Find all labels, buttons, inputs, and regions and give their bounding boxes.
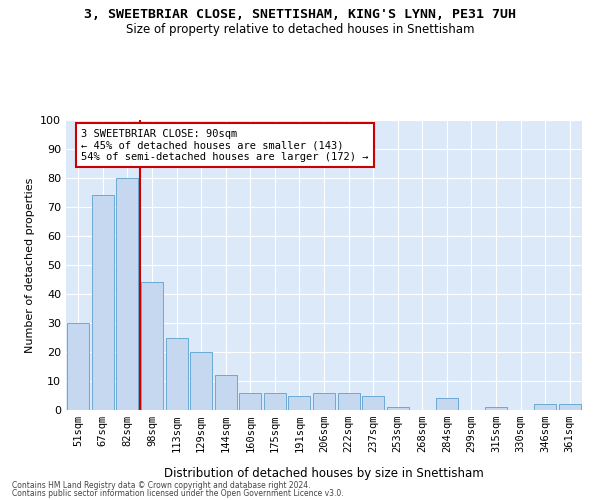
Bar [362,396,384,410]
Bar [215,375,237,410]
Bar [92,196,114,410]
Bar [141,282,163,410]
Bar [264,392,286,410]
Bar [313,392,335,410]
Text: 3, SWEETBRIAR CLOSE, SNETTISHAM, KING'S LYNN, PE31 7UH: 3, SWEETBRIAR CLOSE, SNETTISHAM, KING'S … [84,8,516,20]
Bar [239,392,262,410]
Bar [338,392,359,410]
Text: Contains HM Land Registry data © Crown copyright and database right 2024.: Contains HM Land Registry data © Crown c… [12,480,311,490]
Bar [67,323,89,410]
Text: Size of property relative to detached houses in Snettisham: Size of property relative to detached ho… [126,22,474,36]
Bar [559,404,581,410]
Bar [386,407,409,410]
Text: 3 SWEETBRIAR CLOSE: 90sqm
← 45% of detached houses are smaller (143)
54% of semi: 3 SWEETBRIAR CLOSE: 90sqm ← 45% of detac… [82,128,369,162]
Text: Contains public sector information licensed under the Open Government Licence v3: Contains public sector information licen… [12,489,344,498]
Bar [534,404,556,410]
Text: Distribution of detached houses by size in Snettisham: Distribution of detached houses by size … [164,467,484,480]
Bar [116,178,139,410]
Bar [166,338,188,410]
Bar [485,407,507,410]
Bar [289,396,310,410]
Bar [190,352,212,410]
Y-axis label: Number of detached properties: Number of detached properties [25,178,35,352]
Bar [436,398,458,410]
